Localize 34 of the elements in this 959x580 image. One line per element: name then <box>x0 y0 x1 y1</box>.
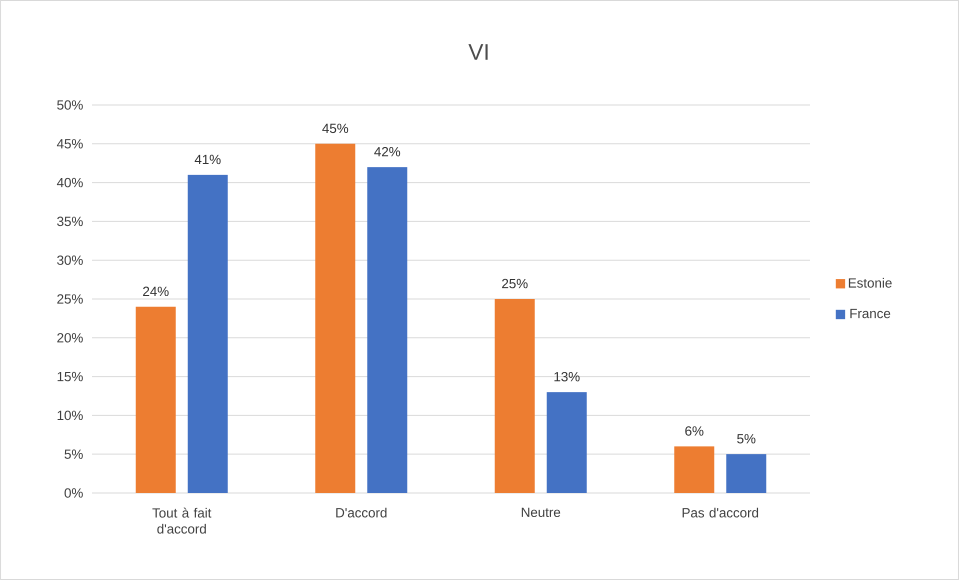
data-label: 25% <box>502 278 528 288</box>
data-label: 41% <box>194 154 221 164</box>
bar <box>315 144 356 493</box>
data-label: 5% <box>737 434 756 444</box>
y-tick-label: 15% <box>58 372 83 382</box>
y-tick-label: 5% <box>64 449 83 459</box>
data-label: 6% <box>685 426 704 436</box>
y-tick-label: 30% <box>57 255 83 265</box>
x-tick-label: D'accord <box>336 508 386 518</box>
y-tick-label: 40% <box>56 178 83 188</box>
bar <box>674 446 714 493</box>
bar <box>494 298 535 493</box>
y-tick-label: 20% <box>57 333 83 343</box>
x-tick-label: Neutre <box>522 508 560 517</box>
bar <box>367 167 408 493</box>
data-label: 45% <box>322 124 348 134</box>
y-tick-label: 35% <box>57 216 83 226</box>
chart-title: VI <box>468 44 488 60</box>
data-label: 24% <box>143 286 169 296</box>
y-tick-label: 25% <box>57 294 83 304</box>
bar <box>136 306 176 493</box>
y-tick-label: 45% <box>56 139 83 148</box>
data-label: 13% <box>554 372 580 382</box>
data-label: 42% <box>374 146 400 156</box>
legend-label: Estonie <box>848 278 892 288</box>
y-tick-label: 0% <box>64 488 83 498</box>
legend-label: France <box>850 308 890 318</box>
bar <box>726 454 766 493</box>
bar <box>188 174 228 493</box>
bar <box>546 392 587 493</box>
x-tick-label: Pas d'accord <box>682 508 758 518</box>
y-tick-label: 50% <box>57 100 83 110</box>
x-tick-label: Tout à fait d'accord <box>152 508 212 534</box>
y-tick-label: 10% <box>58 410 83 420</box>
